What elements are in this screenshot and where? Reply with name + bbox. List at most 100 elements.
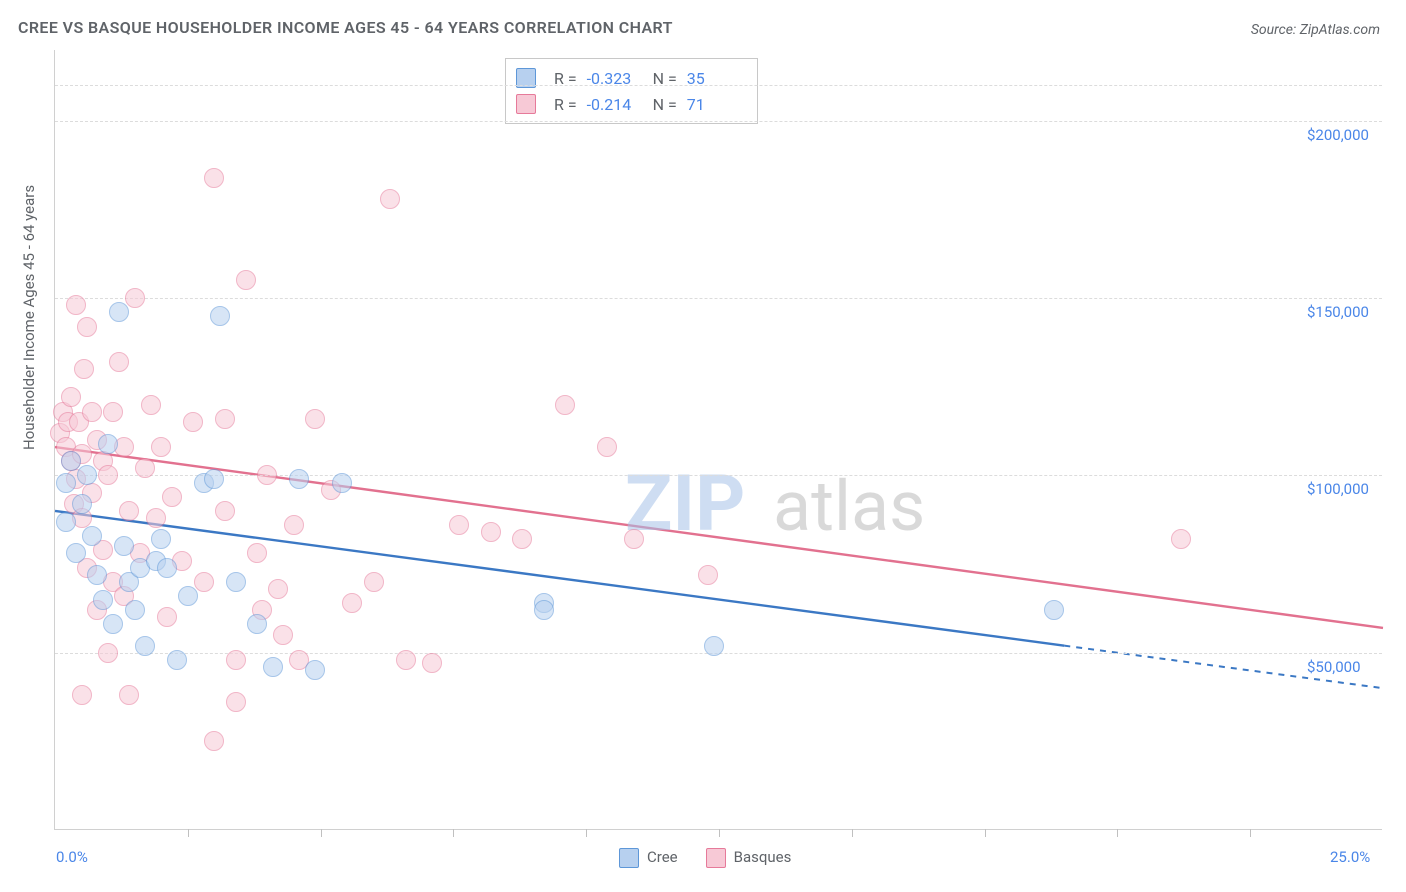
y-tick-label: $150,000: [1307, 303, 1369, 321]
cree-point: [72, 494, 92, 514]
scatter-plot-area: ZIPatlas R =-0.323N =35R =-0.214N =71 $5…: [54, 50, 1382, 830]
basques-point: [342, 593, 362, 613]
x-tick: [719, 829, 720, 837]
basques-point: [380, 189, 400, 209]
basques-point: [103, 402, 123, 422]
basques-point: [257, 465, 277, 485]
basques-point: [151, 437, 171, 457]
cree-point: [263, 657, 283, 677]
gridline: [55, 85, 1382, 86]
x-axis-min-label: 0.0%: [56, 848, 88, 866]
basques-point: [226, 692, 246, 712]
x-tick: [852, 829, 853, 837]
basques-point: [247, 543, 267, 563]
basques-point: [119, 501, 139, 521]
cree-point: [204, 469, 224, 489]
legend-swatch: [619, 848, 639, 868]
basques-point: [364, 572, 384, 592]
cree-point: [87, 565, 107, 585]
cree-point: [66, 543, 86, 563]
basques-point: [236, 270, 256, 290]
source-attribution: Source: ZipAtlas.com: [1251, 22, 1380, 38]
cree-point: [167, 650, 187, 670]
cree-point: [1044, 600, 1064, 620]
basques-point: [555, 395, 575, 415]
cree-point: [151, 529, 171, 549]
x-tick: [1250, 829, 1251, 837]
basques-point: [98, 465, 118, 485]
basques-point: [305, 409, 325, 429]
x-axis-max-label: 25.0%: [1330, 848, 1370, 866]
basques-point: [98, 643, 118, 663]
basques-point: [77, 317, 97, 337]
basques-point: [157, 607, 177, 627]
basques-point: [146, 508, 166, 528]
basques-point: [396, 650, 416, 670]
cree-point: [210, 306, 230, 326]
cree-point: [534, 600, 554, 620]
cree-point: [114, 536, 134, 556]
legend-item-basques: Basques: [706, 848, 792, 868]
legend-swatch: [706, 848, 726, 868]
basques-point: [226, 650, 246, 670]
stat-r-label: R =: [554, 95, 577, 114]
basques-point: [268, 579, 288, 599]
stat-n-label: N =: [653, 95, 677, 114]
basques-point: [597, 437, 617, 457]
x-tick: [1117, 829, 1118, 837]
y-tick-label: $200,000: [1307, 126, 1369, 144]
basques-point: [125, 288, 145, 308]
source-name: ZipAtlas.com: [1300, 22, 1380, 38]
gridline: [55, 298, 1382, 299]
basques-point: [624, 529, 644, 549]
basques-point: [141, 395, 161, 415]
basques-point: [204, 731, 224, 751]
cree-point: [332, 473, 352, 493]
cree-point: [98, 434, 118, 454]
legend-stat-row: R = -0.214 N = 71: [516, 91, 743, 117]
basques-point: [422, 653, 442, 673]
cree-point: [77, 465, 97, 485]
cree-point: [125, 600, 145, 620]
correlation-legend: R =-0.323N =35 R = -0.214 N = 71: [505, 58, 758, 124]
cree-point: [56, 512, 76, 532]
basques-point: [61, 387, 81, 407]
cree-point: [178, 586, 198, 606]
source-prefix: Source:: [1251, 22, 1300, 38]
x-tick: [985, 829, 986, 837]
stat-n-value: 71: [687, 95, 743, 114]
basques-point: [698, 565, 718, 585]
x-tick: [321, 829, 322, 837]
cree-point: [82, 526, 102, 546]
basques-point: [1171, 529, 1191, 549]
basques-point: [109, 352, 129, 372]
chart-title: CREE VS BASQUE HOUSEHOLDER INCOME AGES 4…: [18, 18, 673, 37]
cree-point: [247, 614, 267, 634]
cree-point: [56, 473, 76, 493]
x-tick: [453, 829, 454, 837]
basques-point: [135, 458, 155, 478]
plot-svg: [55, 50, 1383, 830]
cree-point: [704, 636, 724, 656]
cree-point: [61, 451, 81, 471]
basques-point: [449, 515, 469, 535]
basques-point: [215, 409, 235, 429]
basques-point: [119, 685, 139, 705]
basques-point: [74, 359, 94, 379]
stat-r-value: -0.214: [587, 95, 643, 114]
cree-point: [226, 572, 246, 592]
gridline: [55, 475, 1382, 476]
basques-point: [284, 515, 304, 535]
basques-point: [82, 402, 102, 422]
cree-point: [103, 614, 123, 634]
x-tick: [188, 829, 189, 837]
series-legend: Cree Basques: [619, 848, 791, 868]
basques-point: [512, 529, 532, 549]
x-tick: [586, 829, 587, 837]
legend-label: Basques: [734, 848, 792, 866]
cree-point: [157, 558, 177, 578]
y-axis-label: Householder Income Ages 45 - 64 years: [20, 185, 38, 450]
legend-stat-row: R =-0.323N =35: [516, 65, 743, 91]
legend-item-cree: Cree: [619, 848, 678, 868]
cree-point: [135, 636, 155, 656]
